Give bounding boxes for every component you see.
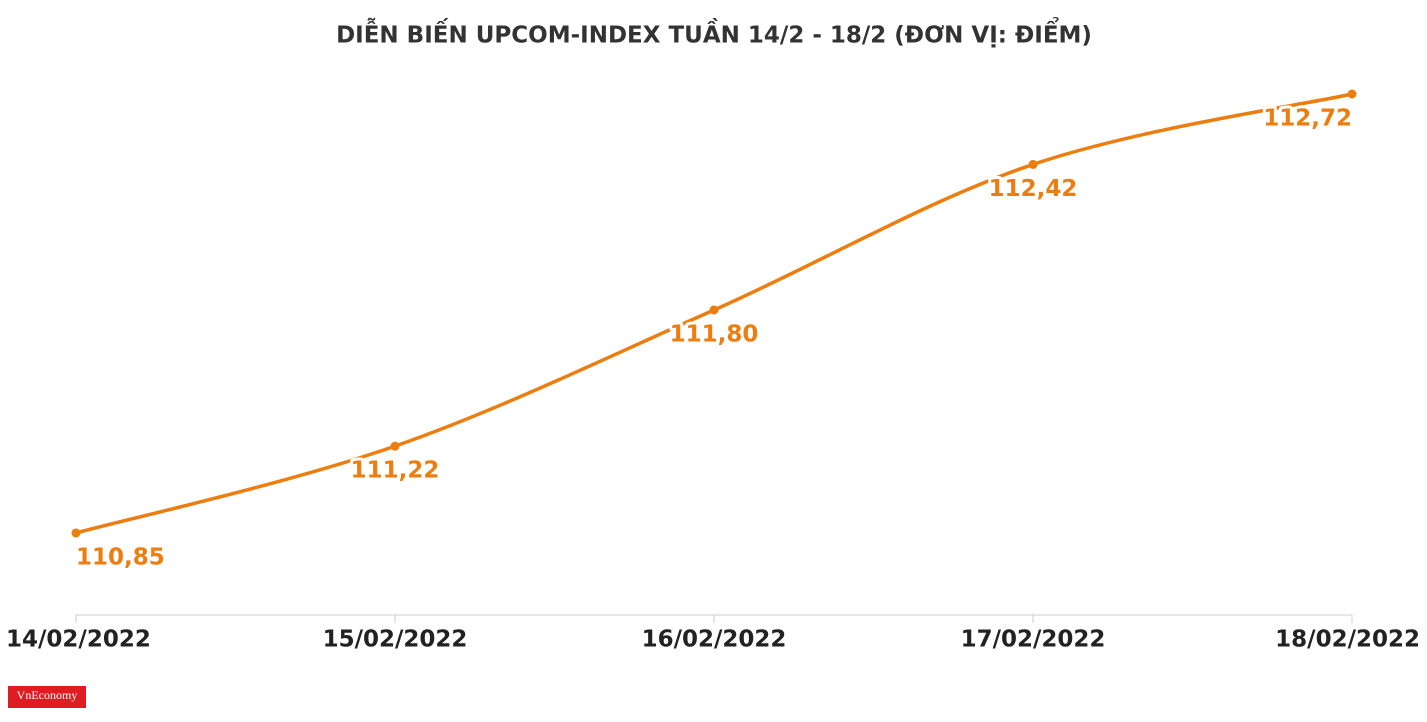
value-label: 110,85	[76, 545, 165, 571]
logo: VnEconomy	[17, 688, 78, 702]
point	[709, 305, 719, 315]
point	[1347, 89, 1357, 99]
x-tick-label: 18/02/2022	[1275, 627, 1420, 653]
value-label: 112,42	[989, 176, 1078, 202]
point	[1028, 159, 1038, 169]
chart-title: DIỄN BIẾN UPCOM-INDEX TUẦN 14/2 - 18/2 (…	[336, 18, 1092, 49]
x-tick-label: 16/02/2022	[642, 627, 787, 653]
logo-box	[8, 686, 86, 708]
x-tick-label: 14/02/2022	[6, 627, 151, 653]
point	[71, 528, 81, 538]
point	[390, 441, 400, 451]
value-label: 111,22	[351, 458, 440, 484]
value-label: 112,72	[1263, 106, 1352, 132]
value-label: 111,80	[670, 321, 759, 347]
x-tick-label: 17/02/2022	[961, 627, 1106, 653]
x-tick-label: 15/02/2022	[323, 627, 468, 653]
